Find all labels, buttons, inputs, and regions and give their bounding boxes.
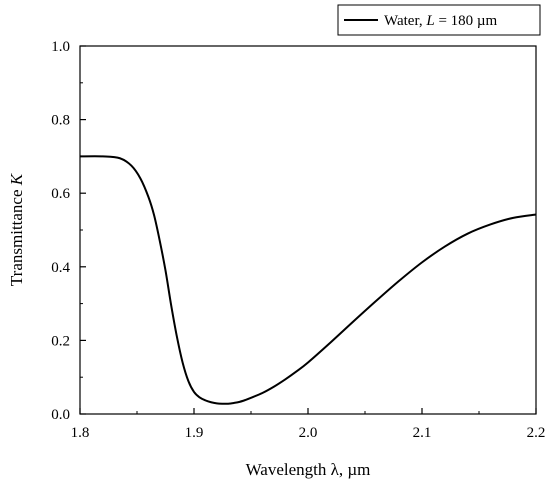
x-tick-label: 2.1 bbox=[413, 425, 432, 441]
y-tick-label: 0.6 bbox=[51, 186, 70, 202]
x-axis-label: Wavelength λ, µm bbox=[246, 460, 371, 479]
y-axis-ticks: 0.0 0.2 0.4 0.6 0.8 1.0 bbox=[51, 39, 86, 423]
x-tick-label: 1.8 bbox=[71, 425, 90, 441]
x-axis-ticks: 1.8 1.9 2.0 2.1 2.2 bbox=[71, 408, 546, 441]
x-tick-label: 2.2 bbox=[527, 425, 546, 441]
series-line-water bbox=[79, 155, 537, 405]
legend-label: Water, L = 180 µm bbox=[384, 13, 498, 29]
y-tick-label: 0.0 bbox=[51, 407, 70, 423]
y-tick-label: 1.0 bbox=[51, 39, 70, 55]
y-tick-label: 0.8 bbox=[51, 113, 70, 129]
y-tick-label: 0.2 bbox=[51, 333, 70, 349]
x-tick-label: 1.9 bbox=[185, 425, 204, 441]
legend: Water, L = 180 µm bbox=[337, 4, 541, 36]
plot-frame bbox=[79, 45, 537, 415]
x-tick-label: 2.0 bbox=[299, 425, 318, 441]
y-axis-label: Transmittance K bbox=[7, 172, 26, 286]
y-tick-label: 0.4 bbox=[51, 260, 70, 276]
